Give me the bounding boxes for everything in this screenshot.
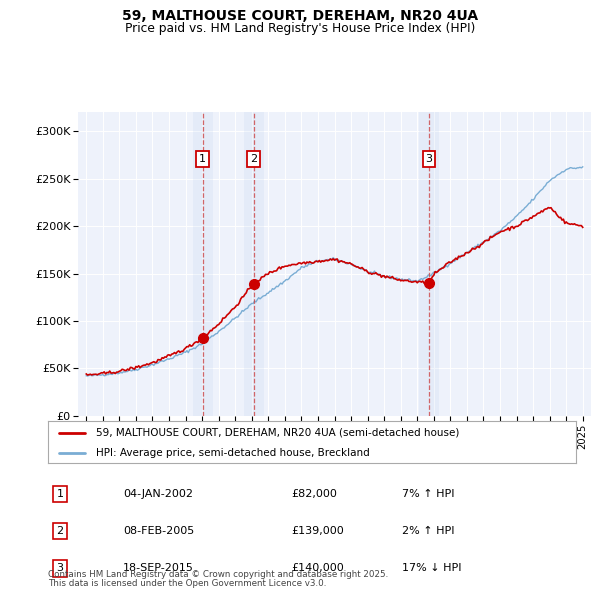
Text: 2: 2	[56, 526, 64, 536]
Text: 18-SEP-2015: 18-SEP-2015	[123, 563, 194, 573]
Text: 2% ↑ HPI: 2% ↑ HPI	[402, 526, 455, 536]
Text: £82,000: £82,000	[291, 489, 337, 499]
Text: 3: 3	[56, 563, 64, 573]
Text: Price paid vs. HM Land Registry's House Price Index (HPI): Price paid vs. HM Land Registry's House …	[125, 22, 475, 35]
Text: 1: 1	[56, 489, 64, 499]
Text: 59, MALTHOUSE COURT, DEREHAM, NR20 4UA (semi-detached house): 59, MALTHOUSE COURT, DEREHAM, NR20 4UA (…	[95, 428, 459, 438]
Text: 59, MALTHOUSE COURT, DEREHAM, NR20 4UA: 59, MALTHOUSE COURT, DEREHAM, NR20 4UA	[122, 9, 478, 23]
Bar	[419, 112, 439, 416]
Text: 17% ↓ HPI: 17% ↓ HPI	[402, 563, 461, 573]
Text: 08-FEB-2005: 08-FEB-2005	[123, 526, 194, 536]
Text: £140,000: £140,000	[291, 563, 344, 573]
Text: Contains HM Land Registry data © Crown copyright and database right 2025.: Contains HM Land Registry data © Crown c…	[48, 571, 388, 579]
Text: 7% ↑ HPI: 7% ↑ HPI	[402, 489, 455, 499]
Text: 04-JAN-2002: 04-JAN-2002	[123, 489, 193, 499]
Bar	[193, 112, 212, 416]
Bar	[244, 112, 263, 416]
Text: 1: 1	[199, 154, 206, 164]
Text: 2: 2	[250, 154, 257, 164]
Text: HPI: Average price, semi-detached house, Breckland: HPI: Average price, semi-detached house,…	[95, 448, 369, 457]
Text: 3: 3	[425, 154, 433, 164]
Text: £139,000: £139,000	[291, 526, 344, 536]
Text: This data is licensed under the Open Government Licence v3.0.: This data is licensed under the Open Gov…	[48, 579, 326, 588]
